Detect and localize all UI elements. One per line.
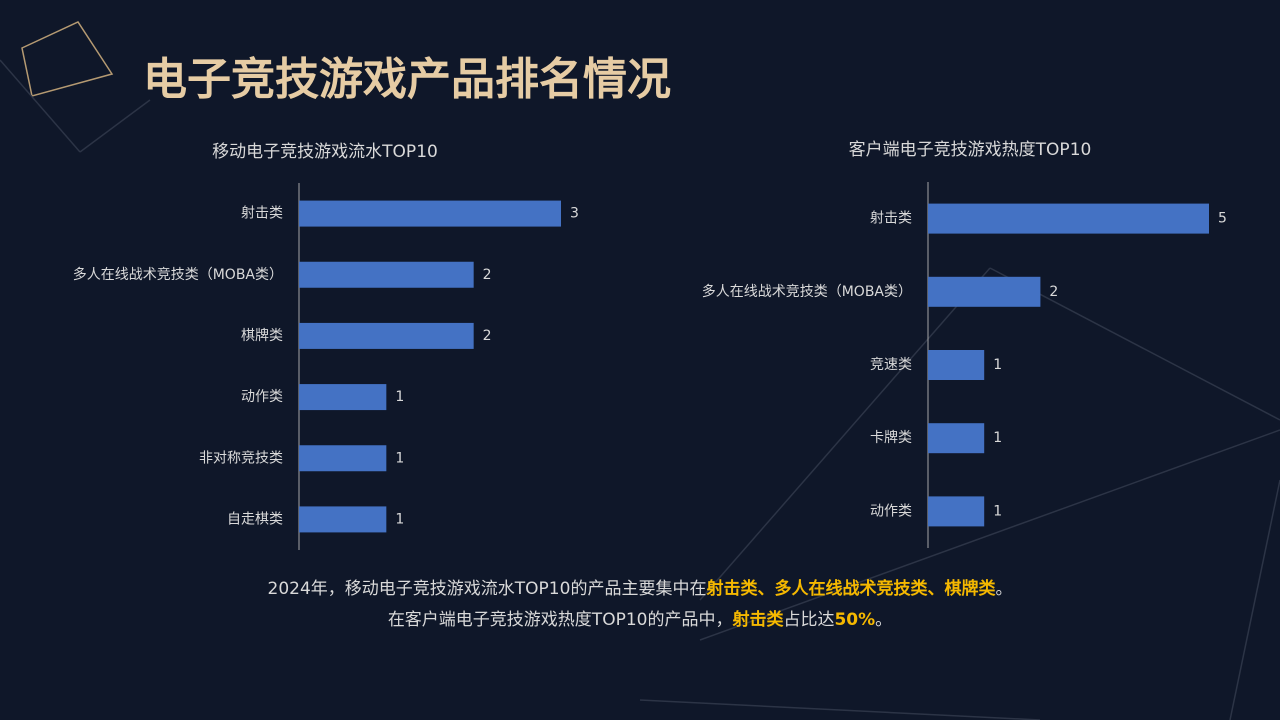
bar <box>928 423 985 454</box>
value-label: 5 <box>1218 211 1227 227</box>
value-label: 2 <box>1049 284 1058 300</box>
value-label: 1 <box>395 450 404 466</box>
value-label: 1 <box>993 357 1002 373</box>
category-label: 射击类 <box>870 211 912 227</box>
category-label: 动作类 <box>870 503 912 519</box>
page-title: 电子竞技游戏产品排名情况 <box>143 54 671 105</box>
category-label: 棋牌类 <box>241 327 283 344</box>
category-label: 动作类 <box>241 389 283 405</box>
category-label: 竞速类 <box>870 356 912 373</box>
summary-line: 2024年，移动电子竞技游戏流水TOP10的产品主要集中在射击类、多人在线战术竞… <box>0 574 1280 605</box>
chart-title: 客户端电子竞技游戏热度TOP10 <box>849 140 1092 160</box>
value-label: 2 <box>483 267 492 283</box>
bar <box>299 384 387 411</box>
value-label: 1 <box>395 389 404 405</box>
value-label: 2 <box>483 328 492 344</box>
value-label: 3 <box>570 206 579 222</box>
bar <box>299 322 474 349</box>
summary-text: 2024年，移动电子竞技游戏流水TOP10的产品主要集中在 <box>267 579 707 599</box>
bar <box>928 350 985 380</box>
bar <box>299 200 561 227</box>
summary-text: 占比达 <box>783 610 835 630</box>
bar <box>928 276 1041 307</box>
bar <box>299 506 387 533</box>
summary-text: 。 <box>875 610 893 630</box>
chart-title: 移动电子竞技游戏流水TOP10 <box>212 142 438 162</box>
summary: 2024年，移动电子竞技游戏流水TOP10的产品主要集中在射击类、多人在线战术竞… <box>0 574 1280 636</box>
category-label: 射击类 <box>241 206 283 222</box>
value-label: 1 <box>993 430 1002 446</box>
bar <box>928 496 985 527</box>
bar <box>299 261 474 288</box>
bar <box>928 203 1209 234</box>
bar <box>299 445 387 472</box>
value-label: 1 <box>993 503 1002 519</box>
highlight-text: 射击类 <box>732 610 784 630</box>
summary-line: 在客户端电子竞技游戏热度TOP10的产品中，射击类占比达50%。 <box>0 605 1280 636</box>
summary-text: 在客户端电子竞技游戏热度TOP10的产品中， <box>387 610 733 630</box>
summary-text: 。 <box>995 579 1013 599</box>
highlight-text: 射击类、多人在线战术竞技类、棋牌类 <box>706 579 996 599</box>
category-label: 自走棋类 <box>227 511 283 527</box>
category-label: 多人在线战术竞技类（MOBA类） <box>73 266 283 283</box>
category-label: 非对称竞技类 <box>199 449 283 466</box>
category-label: 多人在线战术竞技类（MOBA类） <box>702 283 912 300</box>
value-label: 1 <box>395 511 404 527</box>
highlight-text: 50% <box>834 610 876 630</box>
category-label: 卡牌类 <box>870 429 912 446</box>
